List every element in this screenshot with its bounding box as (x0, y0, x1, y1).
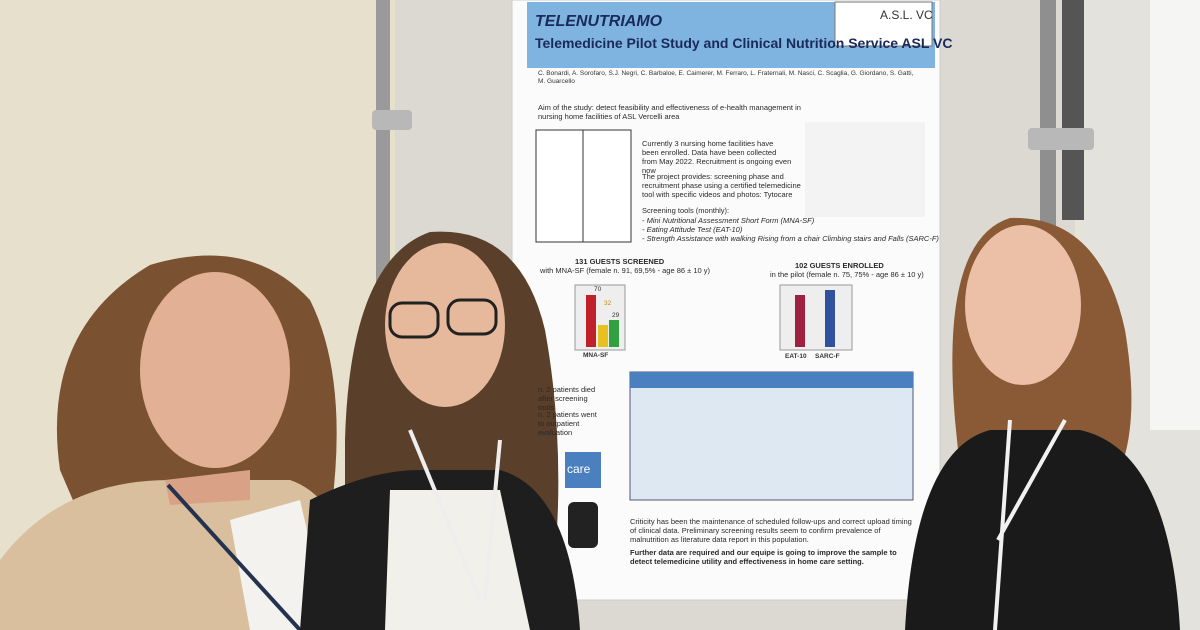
enrolled-heading: 102 GUESTS ENROLLED (795, 261, 884, 270)
poster-table-head (630, 372, 913, 388)
screening-heading: Screening tools (monthly): (642, 206, 730, 215)
outcome: n. 2 patients went to outpatient evaluat… (538, 410, 597, 437)
pole (1062, 0, 1084, 220)
lanyard (993, 419, 1067, 630)
poster-chart-bar (825, 290, 835, 347)
chart-number: 70 (594, 286, 602, 293)
sponsor-text: care (567, 462, 591, 476)
poster-chart (779, 284, 853, 351)
logo-box (834, 1, 933, 47)
chart-axis: MNA-SF (583, 352, 609, 359)
poster-table (629, 371, 914, 501)
screening-item: - Eating Attitude Test (EAT-10) (642, 225, 743, 234)
sponsor-logo (565, 452, 601, 488)
chart-axis: EAT-10 (785, 353, 807, 360)
clamp (372, 110, 412, 130)
face (385, 243, 505, 407)
next-poster (1150, 0, 1200, 430)
poster-chart-bar (795, 295, 805, 347)
face (140, 272, 290, 468)
poster-title: TELENUTRIAMO (535, 13, 663, 30)
authors: C. Bonardi, A. Sorofaro, S.J. Negri, C. … (538, 70, 914, 85)
chart-number: 29 (612, 312, 620, 319)
logo-text: A.S.L. VC (880, 8, 933, 22)
neck (165, 470, 250, 505)
aim: Aim of the study: detect feasibility and… (538, 103, 801, 121)
poster-chart-bar (609, 320, 619, 347)
dress (905, 430, 1180, 630)
poster-subtitle: Telemedicine Pilot Study and Clinical Nu… (535, 35, 953, 51)
lanyard (408, 429, 502, 601)
poster-chart-bar (598, 325, 608, 347)
flowchart (805, 122, 925, 217)
enrolled-detail: in the pilot (female n. 75, 75% - age 86… (770, 270, 924, 279)
face (965, 225, 1081, 385)
conclusion: Further data are required and our equipe… (630, 548, 897, 566)
screening-item: - Mini Nutritional Assessment Short Form… (642, 216, 815, 225)
device (568, 502, 598, 548)
glasses (446, 298, 498, 336)
project: The project provides: screening phase an… (642, 172, 801, 199)
screening-item: - Strength Assistance with walking Risin… (642, 234, 939, 243)
enrollment: Currently 3 nursing home facilities have… (642, 139, 792, 175)
poster-chart-bar (586, 295, 596, 347)
outcome: n. 2 patients died after screening tools (538, 385, 596, 412)
clamp (1028, 128, 1094, 150)
screened-detail: with MNA-SF (female n. 91, 69,5% - age 8… (540, 266, 711, 275)
screened-heading: 131 GUESTS SCREENED (575, 257, 665, 266)
chart-number: 32 (604, 300, 612, 307)
glasses (388, 301, 440, 339)
lanyard (166, 483, 302, 630)
conclusion: Criticity has been the maintenance of sc… (630, 517, 912, 544)
chart-axis: SARC-F (815, 353, 840, 360)
